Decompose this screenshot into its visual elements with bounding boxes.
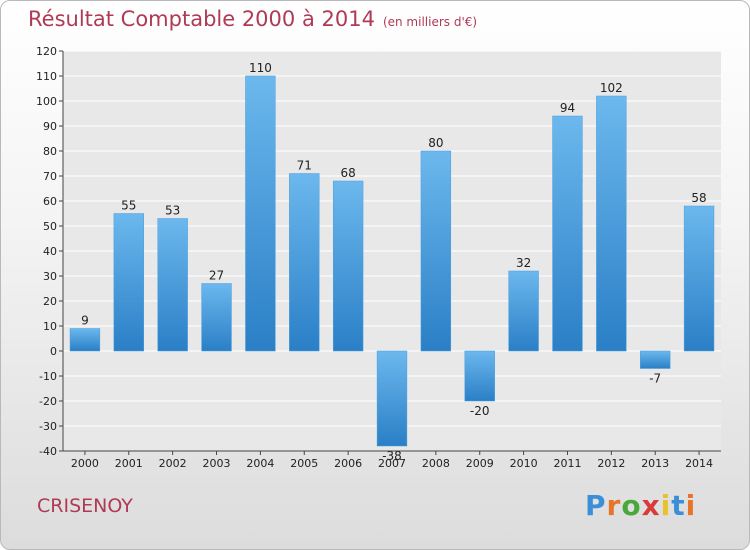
y-tick-label: -10 bbox=[39, 370, 57, 383]
bar-2002 bbox=[157, 218, 188, 352]
logo-letter: t bbox=[671, 489, 686, 522]
y-tick-label: 90 bbox=[43, 120, 57, 133]
y-tick-label: 120 bbox=[36, 45, 57, 58]
x-tick-label-2000: 2000 bbox=[71, 457, 99, 470]
x-tick-label-2011: 2011 bbox=[553, 457, 581, 470]
y-tick-label: 60 bbox=[43, 195, 57, 208]
x-tick-label-2007: 2007 bbox=[378, 457, 406, 470]
data-label-2009: -20 bbox=[470, 404, 490, 418]
y-tick-label: 0 bbox=[50, 345, 57, 358]
data-label-2005: 71 bbox=[297, 159, 312, 173]
y-tick-label: 70 bbox=[43, 170, 57, 183]
y-tick-label: -20 bbox=[39, 395, 57, 408]
x-tick-label-2013: 2013 bbox=[641, 457, 669, 470]
data-label-2013: -7 bbox=[649, 372, 661, 386]
data-label-2003: 27 bbox=[209, 269, 224, 283]
y-tick-label: 100 bbox=[36, 95, 57, 108]
bar-2001 bbox=[113, 213, 144, 352]
data-label-2007: -38 bbox=[382, 449, 402, 463]
logo-letter: i bbox=[685, 489, 697, 522]
x-tick-label-2003: 2003 bbox=[203, 457, 231, 470]
bar-2014 bbox=[683, 205, 715, 352]
data-labels: 9 55 53 27 110 71 68 -38 80 -20 32 94 102 -7 58 bbox=[81, 61, 707, 463]
data-label-2011: 94 bbox=[560, 101, 575, 115]
data-label-2008: 80 bbox=[428, 136, 443, 150]
x-tick-label-2001: 2001 bbox=[115, 457, 143, 470]
data-label-2000: 9 bbox=[81, 314, 89, 328]
x-tick-label-2006: 2006 bbox=[334, 457, 362, 470]
data-label-2006: 68 bbox=[340, 166, 355, 180]
data-label-2010: 32 bbox=[516, 256, 531, 270]
bar-2013 bbox=[640, 350, 671, 369]
bar-2007 bbox=[376, 350, 408, 447]
data-label-2012: 102 bbox=[600, 81, 623, 95]
logo-letter: P bbox=[585, 489, 607, 522]
bars bbox=[69, 75, 715, 447]
bar-2011 bbox=[552, 115, 583, 352]
proxiti-logo: Proxiti bbox=[585, 489, 696, 522]
bar-2005 bbox=[289, 173, 320, 352]
x-tick-label-2002: 2002 bbox=[159, 457, 187, 470]
x-tick-label-2005: 2005 bbox=[290, 457, 318, 470]
y-tick-label: 30 bbox=[43, 270, 57, 283]
logo-letter: o bbox=[621, 489, 642, 522]
bar-2004 bbox=[245, 75, 276, 352]
x-axis: 2000 2001 2002 2003 2004 2005 2006 2007 2008 2009… bbox=[63, 450, 721, 470]
y-tick-label: 20 bbox=[43, 295, 57, 308]
bar-2009 bbox=[464, 350, 495, 402]
bar-2010 bbox=[508, 270, 539, 352]
y-tick-label: 10 bbox=[43, 320, 57, 333]
y-tick-label: 50 bbox=[43, 220, 57, 233]
data-label-2001: 55 bbox=[121, 199, 136, 213]
x-tick-label-2008: 2008 bbox=[422, 457, 450, 470]
bar-2012 bbox=[596, 95, 627, 352]
logo-letter: i bbox=[660, 489, 672, 522]
commune-name: CRISENOY bbox=[37, 495, 133, 517]
y-tick-label: 40 bbox=[43, 245, 57, 258]
chart-title: Résultat Comptable 2000 à 2014 (en millie… bbox=[28, 7, 477, 31]
chart-title-text: Résultat Comptable 2000 à 2014 bbox=[28, 7, 375, 31]
x-tick-label-2004: 2004 bbox=[246, 457, 274, 470]
bar-2000 bbox=[69, 328, 101, 352]
y-tick-label: 110 bbox=[36, 70, 57, 83]
x-tick-label-2012: 2012 bbox=[597, 457, 625, 470]
bar-2008 bbox=[420, 150, 452, 352]
x-tick-label-2009: 2009 bbox=[466, 457, 494, 470]
y-axis: -40 -30 -20 -10 0 10 20 30 40 50 60 70 80 90 100 110 120 bbox=[36, 45, 64, 458]
x-tick-label-2010: 2010 bbox=[510, 457, 538, 470]
y-tick-label: 80 bbox=[43, 145, 57, 158]
logo-letter: x bbox=[641, 489, 661, 522]
y-tick-label: -30 bbox=[39, 420, 57, 433]
data-label-2002: 53 bbox=[165, 204, 180, 218]
chart-subtitle: (en milliers d'€) bbox=[382, 15, 478, 29]
data-label-2014: 58 bbox=[691, 191, 706, 205]
bar-2003 bbox=[201, 283, 232, 352]
bar-2006 bbox=[332, 180, 364, 352]
data-label-2004: 110 bbox=[249, 61, 272, 75]
y-tick-label: -40 bbox=[39, 445, 57, 458]
logo-letter: r bbox=[606, 489, 622, 522]
x-tick-label-2014: 2014 bbox=[685, 457, 713, 470]
